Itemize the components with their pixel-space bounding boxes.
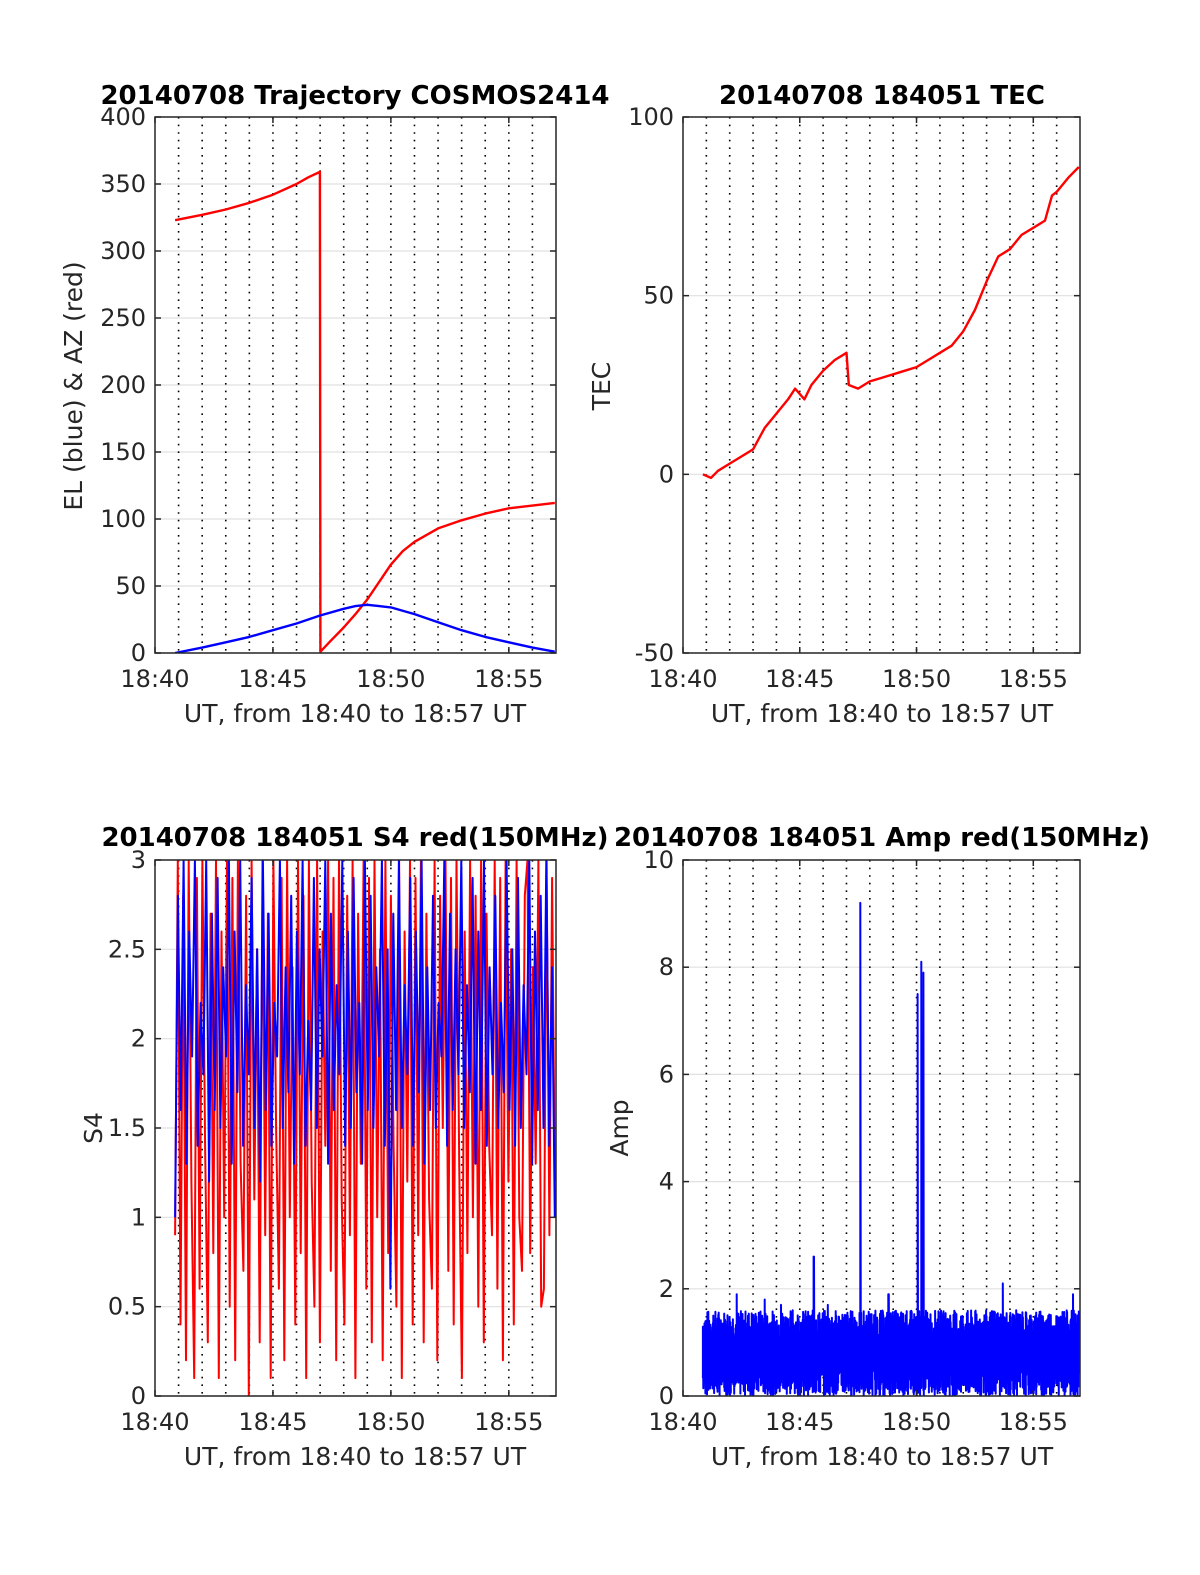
trajectory-ytick-label: 150 [100,438,146,466]
trajectory-series-group [174,170,556,653]
amp-xlabel: UT, from 18:40 to 18:57 UT [711,1442,1054,1471]
tec-xtick-label: 18:55 [999,665,1068,693]
trajectory-ytick-label: 100 [100,505,146,533]
s4-series-0 [174,860,556,1396]
tec-ytick-label: -50 [635,639,674,667]
s4-ytick-label: 1 [131,1203,146,1231]
amp-axes-frame [682,859,1081,1397]
trajectory-ytick-label: 50 [115,572,146,600]
tec-series-group [702,166,1080,480]
s4-ytick-label: 2 [131,1025,146,1053]
trajectory-ylabel: EL (blue) & AZ (red) [59,261,88,510]
trajectory-ytick-label: 0 [131,639,146,667]
s4-ytick-label: 2.5 [108,935,146,963]
tec-ytick-label: 0 [659,460,674,488]
amp-ytick-label: 10 [643,846,674,874]
s4-title: 20140708 184051 S4 red(150MHz) [101,823,608,853]
amp-ytick-label: 2 [659,1275,674,1303]
tec-panel: 20140708 184051 TEC UT, from 18:40 to 18… [587,81,1081,728]
trajectory-xtick-label: 18:50 [356,665,425,693]
amp-ytick-label: 8 [659,953,674,981]
s4-xtick-label: 18:50 [356,1408,425,1436]
tec-ylabel: TEC [587,362,616,412]
s4-ytick-label: 3 [131,846,146,874]
s4-xtick-label: 18:45 [238,1408,307,1436]
s4-ylabel: S4 [79,1112,108,1144]
trajectory-ytick-label: 250 [100,304,146,332]
trajectory-ytick-label: 400 [100,103,146,131]
amp-xtick-label: 18:45 [765,1408,834,1436]
amp-xtick-label: 18:50 [882,1408,951,1436]
tec-xtick-label: 18:45 [765,665,834,693]
s4-ytick-label: 0.5 [108,1293,146,1321]
tec-xlabel: UT, from 18:40 to 18:57 UT [711,699,1054,728]
tec-ytick-label: 50 [643,282,674,310]
s4-xtick-label: 18:55 [474,1408,543,1436]
tec-axes-frame [682,116,1081,654]
tec-series-0 [702,166,1080,480]
trajectory-title: 20140708 Trajectory COSMOS2414 [100,81,609,111]
tec-ytick-label: 100 [628,103,674,131]
amp-series-0 [701,901,1080,1396]
trajectory-ytick-label: 200 [100,371,146,399]
s4-xtick-label: 18:40 [120,1408,189,1436]
trajectory-series-0 [174,170,555,653]
tec-xtick-label: 18:50 [882,665,951,693]
trajectory-series-1 [174,603,556,653]
trajectory-ytick-label: 350 [100,170,146,198]
trajectory-xtick-label: 18:45 [238,665,307,693]
tec-title: 20140708 184051 TEC [719,81,1045,111]
amp-ylabel: Amp [605,1099,634,1156]
amp-ytick-label: 0 [659,1382,674,1410]
amp-series-group [701,901,1080,1396]
s4-xlabel: UT, from 18:40 to 18:57 UT [184,1442,527,1471]
tec-xtick-label: 18:40 [648,665,717,693]
s4-series-1 [174,860,556,1290]
s4-ytick-label: 1.5 [108,1114,146,1142]
amp-panel: 20140708 184051 Amp red(150MHz) UT, from… [605,823,1150,1471]
amp-ytick-label: 6 [659,1060,674,1088]
s4-ytick-label: 0 [131,1382,146,1410]
trajectory-xtick-label: 18:40 [120,665,189,693]
amp-title: 20140708 184051 Amp red(150MHz) [614,823,1150,853]
amp-xtick-label: 18:40 [648,1408,717,1436]
s4-series-group [174,860,556,1396]
amp-ytick-label: 4 [659,1168,674,1196]
amp-xtick-label: 18:55 [999,1408,1068,1436]
s4-panel: 20140708 184051 S4 red(150MHz) UT, from … [79,823,609,1471]
trajectory-ytick-label: 300 [100,237,146,265]
trajectory-panel: 20140708 Trajectory COSMOS2414 UT, from … [59,81,610,728]
trajectory-xlabel: UT, from 18:40 to 18:57 UT [184,699,527,728]
trajectory-xtick-label: 18:55 [474,665,543,693]
